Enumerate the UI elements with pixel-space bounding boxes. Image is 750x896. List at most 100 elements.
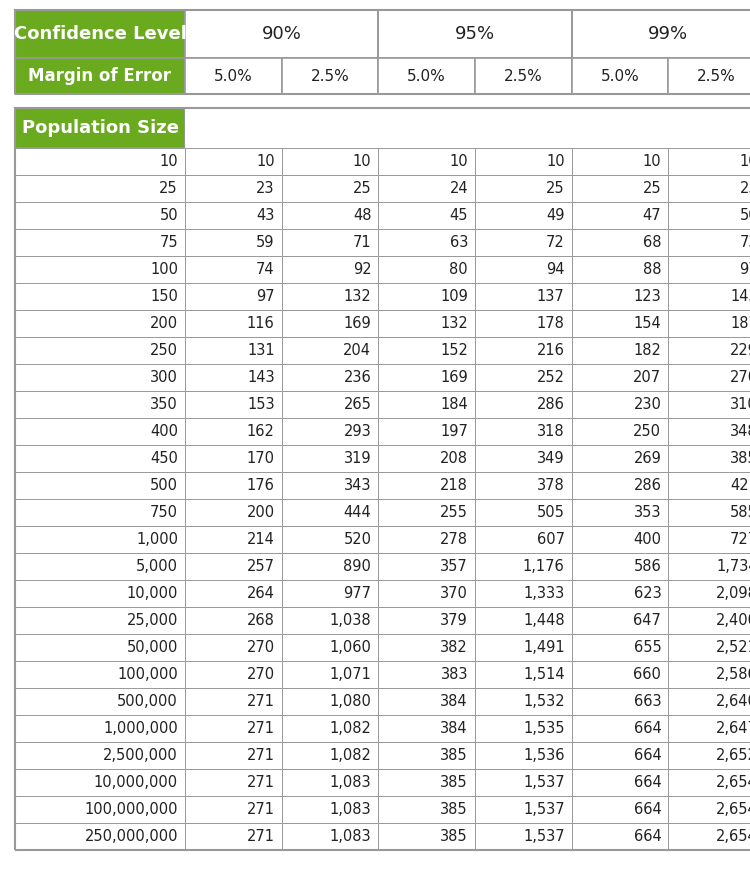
Bar (185, 418, 282, 445)
Bar (282, 256, 378, 283)
Bar (378, 526, 475, 553)
Text: 218: 218 (440, 478, 468, 493)
Text: 2,400: 2,400 (716, 613, 750, 628)
Bar (572, 499, 668, 526)
Text: 230: 230 (634, 397, 662, 412)
Text: Margin of Error: Margin of Error (28, 67, 172, 85)
Text: 150: 150 (150, 289, 178, 304)
Text: 132: 132 (440, 316, 468, 331)
Text: 25,000: 25,000 (127, 613, 178, 628)
Text: 10: 10 (449, 154, 468, 169)
Bar (15, 175, 185, 202)
Text: 1,537: 1,537 (523, 775, 565, 790)
Text: 664: 664 (634, 721, 662, 736)
Bar (15, 310, 185, 337)
Bar (572, 823, 668, 850)
Text: 270: 270 (247, 640, 274, 655)
Text: 500,000: 500,000 (117, 694, 178, 709)
Text: 270: 270 (247, 667, 274, 682)
Text: 890: 890 (344, 559, 371, 574)
Bar (668, 553, 750, 580)
Bar (572, 202, 668, 229)
Text: 90%: 90% (262, 25, 302, 43)
Bar (668, 310, 750, 337)
Text: 350: 350 (150, 397, 178, 412)
Text: 45: 45 (449, 208, 468, 223)
Bar (185, 229, 282, 256)
Text: 1,333: 1,333 (524, 586, 565, 601)
Text: 71: 71 (352, 235, 371, 250)
Bar (475, 769, 572, 796)
Bar (572, 553, 668, 580)
Text: 378: 378 (537, 478, 565, 493)
Text: 153: 153 (247, 397, 274, 412)
Bar (378, 10, 572, 58)
Bar (475, 202, 572, 229)
Text: 43: 43 (256, 208, 274, 223)
Bar (572, 310, 668, 337)
Text: Population Size: Population Size (22, 119, 178, 137)
Bar (15, 796, 185, 823)
Text: 271: 271 (247, 829, 274, 844)
Bar (15, 391, 185, 418)
Text: 727: 727 (730, 532, 750, 547)
Bar (572, 175, 668, 202)
Bar (15, 580, 185, 607)
Text: 664: 664 (634, 802, 662, 817)
Bar (378, 472, 475, 499)
Text: 1,038: 1,038 (330, 613, 371, 628)
Bar (475, 283, 572, 310)
Text: 80: 80 (449, 262, 468, 277)
Bar (572, 472, 668, 499)
Text: 500: 500 (150, 478, 178, 493)
Bar (475, 364, 572, 391)
Text: 25: 25 (740, 181, 750, 196)
Bar (15, 823, 185, 850)
Bar (15, 499, 185, 526)
Bar (668, 688, 750, 715)
Text: 270: 270 (730, 370, 750, 385)
Bar (572, 391, 668, 418)
Text: 169: 169 (344, 316, 371, 331)
Bar (475, 688, 572, 715)
Bar (668, 580, 750, 607)
Text: 97: 97 (740, 262, 750, 277)
Bar (378, 418, 475, 445)
Bar (15, 58, 185, 94)
Bar (572, 661, 668, 688)
Text: 250,000,000: 250,000,000 (85, 829, 178, 844)
Bar (378, 769, 475, 796)
Bar (378, 202, 475, 229)
Bar (282, 418, 378, 445)
Text: 47: 47 (643, 208, 662, 223)
Text: 269: 269 (634, 451, 662, 466)
Text: 23: 23 (256, 181, 274, 196)
Bar (185, 175, 282, 202)
Text: 200: 200 (247, 505, 274, 520)
Text: 265: 265 (344, 397, 371, 412)
Text: 25: 25 (352, 181, 371, 196)
Text: 170: 170 (247, 451, 274, 466)
Text: 2,640: 2,640 (716, 694, 750, 709)
Bar (378, 607, 475, 634)
Text: 169: 169 (440, 370, 468, 385)
Bar (15, 742, 185, 769)
Bar (15, 256, 185, 283)
Bar (475, 742, 572, 769)
Text: 977: 977 (344, 586, 371, 601)
Bar (15, 108, 750, 850)
Text: 100,000,000: 100,000,000 (85, 802, 178, 817)
Text: 100: 100 (150, 262, 178, 277)
Text: 286: 286 (537, 397, 565, 412)
Bar (668, 445, 750, 472)
Text: 310: 310 (730, 397, 750, 412)
Bar (668, 175, 750, 202)
Text: 10: 10 (352, 154, 371, 169)
Text: 50: 50 (159, 208, 178, 223)
Text: 75: 75 (159, 235, 178, 250)
Text: 318: 318 (537, 424, 565, 439)
Bar (378, 175, 475, 202)
Text: 250: 250 (150, 343, 178, 358)
Bar (15, 337, 185, 364)
Text: 2,521: 2,521 (716, 640, 750, 655)
